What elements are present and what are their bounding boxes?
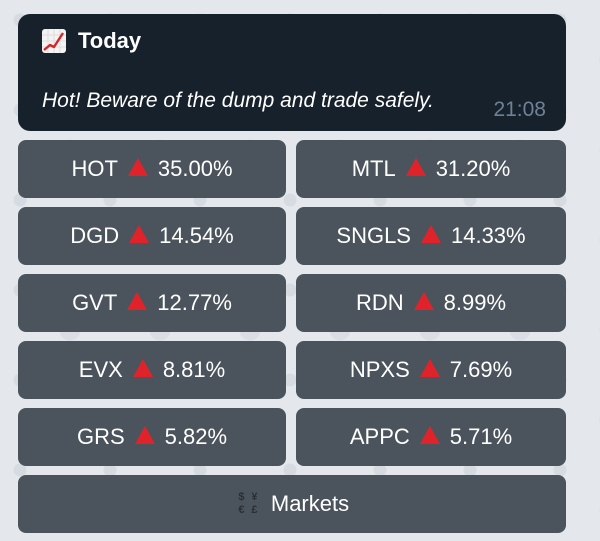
ticker-symbol: APPC xyxy=(349,424,410,449)
ticker-symbol: HOT xyxy=(71,156,118,181)
ticker-change: 5.71% xyxy=(449,424,513,449)
ticker-change: 8.81% xyxy=(162,357,226,382)
ticker-symbol: SNGLS xyxy=(336,223,411,248)
up-triangle-icon xyxy=(132,359,153,377)
ticker-button-grs[interactable]: GRS 5.82% xyxy=(18,408,286,466)
ticker-symbol: MTL xyxy=(351,156,396,181)
inline-keyboard: HOT 35.00% MTL 31.20% DGD 14.54% SNGLS 1… xyxy=(18,140,566,466)
ticker-change: 14.33% xyxy=(450,223,526,248)
ticker-symbol: NPXS xyxy=(349,357,410,382)
ticker-change: 12.77% xyxy=(157,290,232,315)
ticker-button-gvt[interactable]: GVT 12.77% xyxy=(18,274,286,332)
chart-increasing-icon xyxy=(42,29,66,53)
ticker-symbol: GVT xyxy=(72,290,118,315)
ticker-change: 31.20% xyxy=(435,156,511,181)
ticker-symbol: GRS xyxy=(76,424,125,449)
ticker-button-rdn[interactable]: RDN 8.99% xyxy=(296,274,566,332)
markets-label: Markets xyxy=(270,491,350,516)
message-title-text: Today xyxy=(78,28,142,53)
message-text: Hot! Beware of the dump and trade safely… xyxy=(42,89,434,112)
ticker-button-hot[interactable]: HOT 35.00% xyxy=(18,140,286,198)
up-triangle-icon xyxy=(127,158,148,176)
message-title: Today xyxy=(42,28,141,54)
ticker-button-evx[interactable]: EVX 8.81% xyxy=(18,341,286,399)
ticker-change: 14.54% xyxy=(159,223,234,248)
ticker-symbol: EVX xyxy=(78,357,123,382)
ticker-change: 5.82% xyxy=(164,424,228,449)
up-triangle-icon xyxy=(419,359,440,377)
ticker-change: 8.99% xyxy=(443,290,507,315)
up-triangle-icon xyxy=(413,292,434,310)
up-triangle-icon xyxy=(134,426,155,444)
message-bubble: Today Hot! Beware of the dump and trade … xyxy=(18,14,566,131)
up-triangle-icon xyxy=(127,292,148,310)
ticker-button-appc[interactable]: APPC 5.71% xyxy=(296,408,566,466)
ticker-change: 7.69% xyxy=(449,357,513,382)
ticker-symbol: DGD xyxy=(70,223,120,248)
ticker-symbol: RDN xyxy=(355,290,404,315)
up-triangle-icon xyxy=(405,158,426,176)
ticker-button-sngls[interactable]: SNGLS 14.33% xyxy=(296,207,566,265)
ticker-change: 35.00% xyxy=(157,156,233,181)
ticker-button-dgd[interactable]: DGD 14.54% xyxy=(18,207,286,265)
ticker-button-mtl[interactable]: MTL 31.20% xyxy=(296,140,566,198)
up-triangle-icon xyxy=(419,426,440,444)
currency-exchange-icon: $ ¥ € £ xyxy=(238,491,258,516)
up-triangle-icon xyxy=(129,225,150,243)
ticker-button-npxs[interactable]: NPXS 7.69% xyxy=(296,341,566,399)
message-time: 21:08 xyxy=(493,98,546,121)
markets-button[interactable]: $ ¥ € £ Markets xyxy=(18,475,566,533)
up-triangle-icon xyxy=(420,225,441,243)
